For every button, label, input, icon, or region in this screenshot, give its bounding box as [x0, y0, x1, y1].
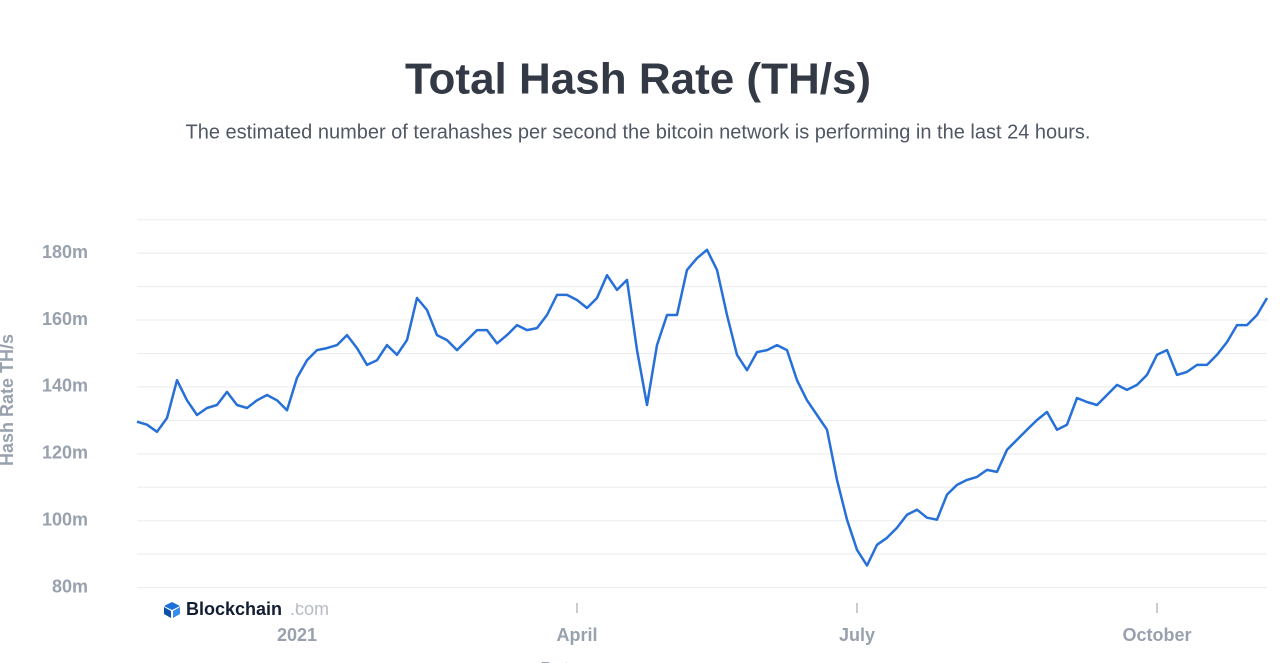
y-axis-label: Hash Rate TH/s: [0, 334, 17, 466]
logo-top: [164, 602, 180, 610]
watermark: Blockchain .com: [164, 599, 329, 619]
y-tick-label: 100m: [42, 509, 88, 529]
y-tick-label: 160m: [42, 309, 88, 329]
x-tick-label: October: [1122, 625, 1191, 645]
y-tick-label: 120m: [42, 443, 88, 463]
x-tick-label: 2021: [277, 625, 317, 645]
y-tick-label: 140m: [42, 376, 88, 396]
y-tick-label: 180m: [42, 242, 88, 262]
watermark-suffix: .com: [290, 599, 329, 619]
x-tick-label: July: [839, 625, 875, 645]
logo-right: [173, 607, 180, 618]
y-tick-label: 80m: [52, 576, 88, 596]
x-tick-label: April: [556, 625, 597, 645]
chart-title: Total Hash Rate (TH/s): [405, 55, 871, 104]
chart-subtitle: The estimated number of terahashes per s…: [186, 121, 1091, 143]
watermark-brand: Blockchain: [186, 599, 282, 619]
data-line: [136, 248, 1269, 567]
logo-left: [164, 607, 171, 618]
x-axis-label: Date: [540, 659, 579, 663]
